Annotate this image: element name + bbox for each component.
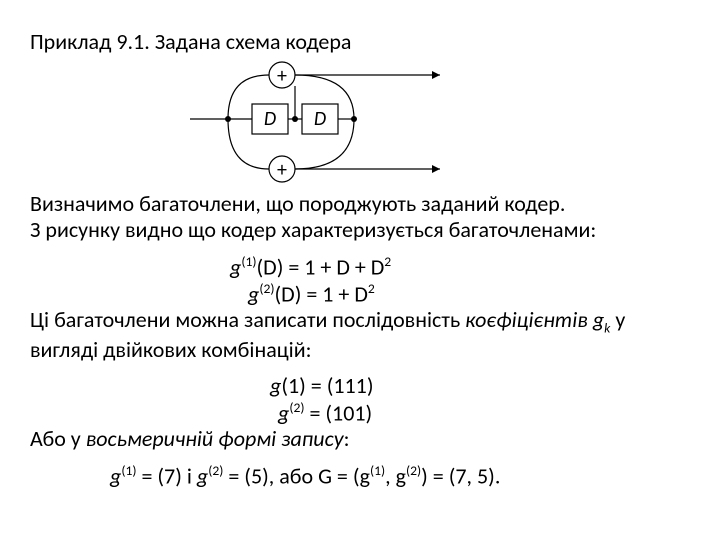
eq2b-sup: (2)	[289, 399, 304, 416]
example-title: Приклад 9.1. Задана схема кодера	[30, 28, 690, 55]
delay-box-1-label: D	[264, 107, 276, 131]
eq2b-body: = (101)	[304, 399, 372, 426]
para3-c: :	[344, 425, 350, 452]
eq3-s4: (2)	[406, 462, 421, 479]
eq3-s3: (1)	[370, 462, 385, 479]
arrow-out-top	[432, 71, 440, 79]
para2-b: коєфіцієнтів g	[465, 306, 604, 333]
eq2a-g: g	[270, 372, 281, 399]
delay-box-2-label: D	[314, 107, 326, 131]
adder-bottom-label: +	[277, 158, 287, 182]
eq1a-g: g	[230, 253, 241, 280]
eq2a-body: (1) = (111)	[281, 372, 373, 399]
eq3-t4: ) = (7, 5).	[421, 462, 500, 489]
equations-polynomials: g(1)(D) = 1 + D + D2 g(2)(D) = 1 + D2	[30, 254, 690, 307]
eq1b-body: (D) = 1 + D	[274, 280, 367, 307]
eq1a-sup: (1)	[241, 253, 256, 270]
para2-a: Ці багаточлени можна записати послідовні…	[30, 306, 465, 333]
arrow-out-bottom	[432, 165, 440, 173]
eq1b-sup2: 2	[368, 280, 375, 297]
adder-top-label: +	[277, 64, 287, 88]
para1-line1: Визначимо багаточлени, що породжують зад…	[30, 190, 565, 217]
equations-octal: g(1) = (7) і g(2) = (5), або G = (g(1), …	[110, 463, 690, 490]
para1-line2: З рисунку видно що кодер характеризуєтьс…	[30, 216, 596, 243]
eq3-t1: = (7) і	[136, 462, 196, 489]
eq3-t2: = (5), або G = (g	[223, 462, 370, 489]
para3-b: восьмеричній формі запису	[86, 425, 344, 452]
eq1b-g: g	[248, 280, 259, 307]
encoder-svg: D D + +	[190, 61, 470, 191]
para3-a: Або у	[30, 425, 86, 452]
eq3-g1: g	[110, 462, 121, 489]
eq2b-g: g	[278, 399, 289, 426]
eq3-g2: g	[197, 462, 208, 489]
encoder-diagram: D D + +	[190, 61, 690, 191]
equations-binary: g(1) = (111) g(2) = (101)	[30, 373, 690, 426]
paragraph-3: Або у восьмеричній формі запису:	[30, 426, 690, 452]
eq1a-body: (D) = 1 + D + D	[256, 253, 384, 280]
eq3-s1: (1)	[121, 462, 136, 479]
eq1a-sup2: 2	[384, 253, 391, 270]
eq3-s2: (2)	[208, 462, 223, 479]
paragraph-2: Ці багаточлени можна записати послідовні…	[30, 307, 690, 363]
eq3-t3: , g	[385, 462, 406, 489]
eq1b-sup: (2)	[259, 280, 274, 297]
paragraph-1: Визначимо багаточлени, що породжують зад…	[30, 191, 690, 244]
